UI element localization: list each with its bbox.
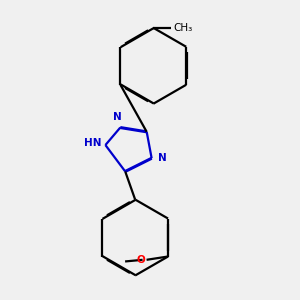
Text: CH₃: CH₃ [173,23,192,33]
Text: O: O [136,255,145,265]
Text: N: N [158,153,167,163]
Text: HN: HN [84,138,101,148]
Text: N: N [113,112,122,122]
